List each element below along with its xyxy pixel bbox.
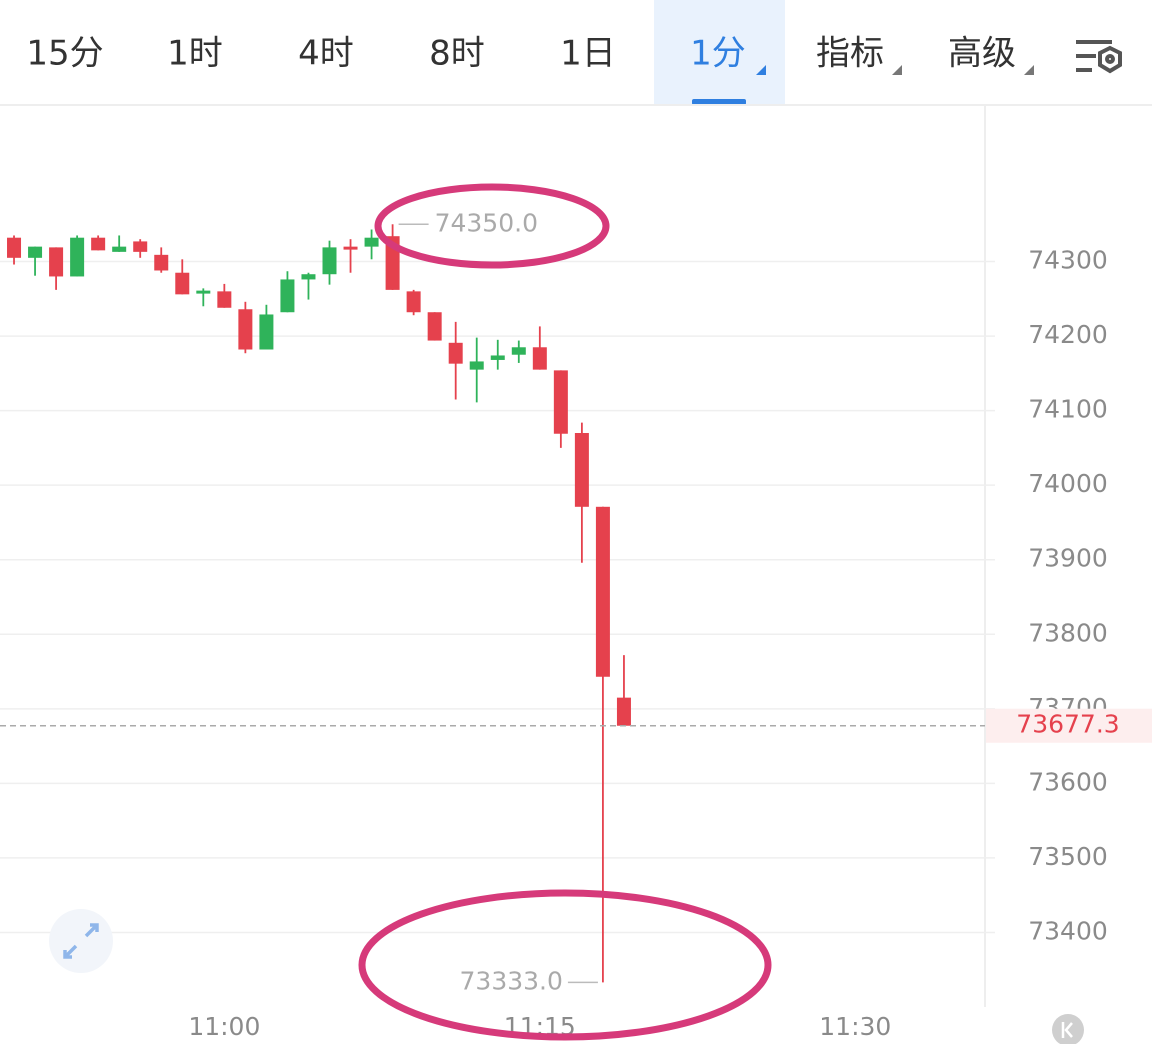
candle-body [175,272,190,295]
last-price-label: 73677.3 [1016,710,1119,739]
candle-body [7,237,22,258]
candle-body [553,370,568,434]
y-tick-label: 73600 [1028,767,1108,796]
highlight-ellipse [374,183,610,269]
candle-body [301,274,316,280]
candle-body [70,237,85,277]
tab[interactable]: 1分 [690,34,746,74]
candle-body [574,433,589,507]
dropdown-arrow [892,65,902,75]
y-tick-label: 74100 [1028,395,1108,424]
tab[interactable]: 指标 [816,34,884,74]
tab[interactable]: 15分 [26,34,103,74]
candle-body [595,506,610,677]
tab[interactable]: 高级 [948,34,1016,74]
candle-body [511,347,526,355]
last-price-box [986,708,1152,743]
active-tab-bg [654,0,785,105]
annotation-label: 74350.0 [435,208,538,237]
tab[interactable]: 1日 [560,34,616,74]
candle-body [133,241,148,252]
candle-body [238,309,253,350]
candle-body [616,697,631,726]
candle-body [154,254,169,271]
tab[interactable]: 4时 [298,34,354,74]
candle-body [448,342,463,364]
y-tick-label: 74200 [1028,320,1108,349]
candle-body [427,312,442,341]
candle-body [28,246,43,258]
candle-body [406,291,421,313]
active-tab-underline [692,99,746,105]
expand-icon[interactable] [49,909,113,973]
candle-body [49,247,64,277]
candle-body [259,314,274,350]
tab[interactable]: 8时 [429,34,485,74]
highlight-ellipse [358,889,772,1041]
candle-body [280,279,295,313]
tab[interactable]: 1时 [167,34,223,74]
y-tick-label: 73400 [1028,916,1108,945]
x-tick-label: 11:00 [188,1012,260,1041]
candle-body [364,237,379,247]
x-tick-label: 11:30 [819,1012,891,1041]
dropdown-arrow [1024,65,1034,75]
back-icon[interactable] [1052,1014,1084,1044]
candle-body [217,291,232,308]
candle-body [343,246,358,250]
candle-body [91,237,106,251]
y-tick-label: 74300 [1028,246,1108,275]
candle-body [532,347,547,370]
candle-body [196,290,211,294]
y-tick-label: 73800 [1028,618,1108,647]
candle-body [322,247,337,275]
candle-body [490,355,505,360]
y-tick-label: 73500 [1028,842,1108,871]
dropdown-arrow [756,65,766,75]
candle-body [112,246,127,252]
annotation-label: 73333.0 [460,966,563,995]
settings-icon[interactable] [1076,40,1122,74]
candle-body [469,361,484,370]
icons [49,40,1122,1044]
y-tick-label: 74000 [1028,469,1108,498]
y-tick-label: 73900 [1028,544,1108,573]
